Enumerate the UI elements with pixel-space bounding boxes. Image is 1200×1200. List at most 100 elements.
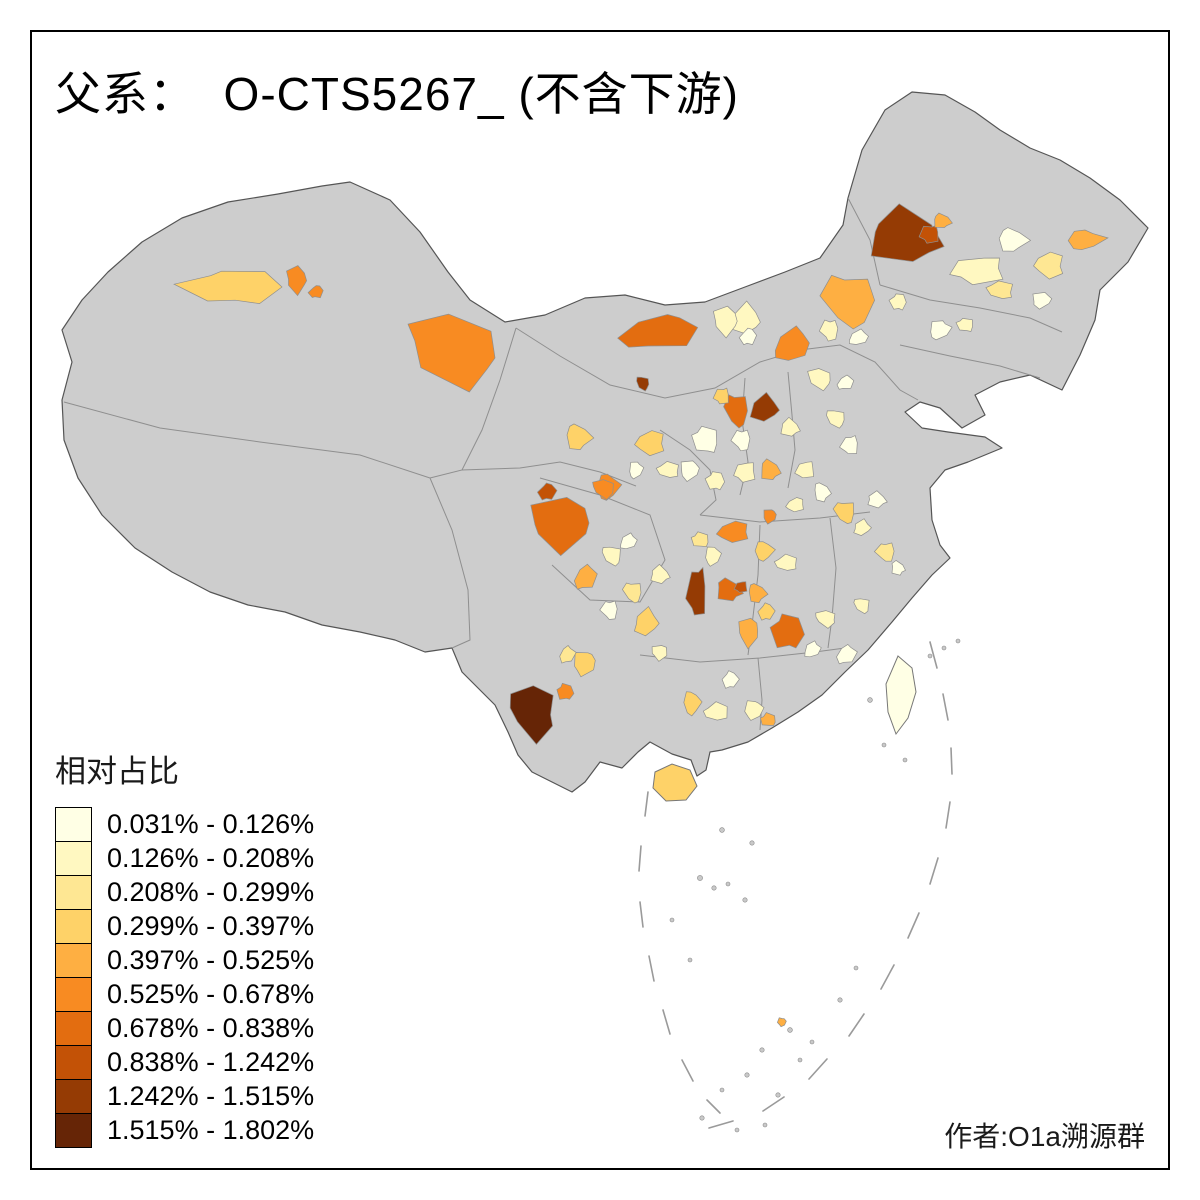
prefecture-region xyxy=(629,461,645,480)
prefecture-region xyxy=(1067,229,1109,251)
prefecture-region xyxy=(530,497,590,557)
prefecture-region xyxy=(776,1017,787,1028)
prefecture-region xyxy=(849,328,869,345)
legend-row: 0.208% - 0.299% xyxy=(55,875,314,910)
prefecture-region xyxy=(819,274,875,330)
colored-island-prefectures xyxy=(776,1017,787,1028)
legend: 相对占比 0.031% - 0.126% 0.126% - 0.208% 0.208… xyxy=(55,746,314,1148)
nine-dash-line xyxy=(638,641,953,1129)
legend-title: 相对占比 xyxy=(55,754,179,789)
legend-swatch xyxy=(55,1113,92,1148)
legend-swatch xyxy=(55,1011,92,1046)
legend-row: 0.397% - 0.525% xyxy=(55,943,314,978)
prefecture-region xyxy=(836,374,855,390)
prefecture-region xyxy=(730,429,751,452)
prefecture-region xyxy=(814,482,832,503)
prefecture-region xyxy=(599,600,618,620)
legend-label: 0.397% - 0.525% xyxy=(107,945,315,975)
prefecture-region xyxy=(634,430,665,457)
prefecture-region xyxy=(839,435,858,454)
prefecture-region xyxy=(774,325,810,361)
prefecture-region xyxy=(536,482,558,501)
prefecture-region xyxy=(763,509,777,525)
prefecture-region xyxy=(407,313,496,393)
prefecture-region xyxy=(620,532,638,550)
author-credit: 作者:O1a溯源群 xyxy=(944,1121,1145,1152)
prefecture-region xyxy=(559,645,577,664)
prefecture-region xyxy=(723,394,748,429)
prefecture-region xyxy=(748,583,769,604)
prefecture-region xyxy=(955,318,973,332)
prefecture-region xyxy=(773,553,797,571)
prefecture-region xyxy=(617,314,699,348)
prefecture-region xyxy=(794,461,814,479)
legend-row: 0.678% - 0.838% xyxy=(55,1011,314,1046)
prefecture-region xyxy=(757,602,776,621)
prefecture-region xyxy=(867,490,888,509)
legend-swatch xyxy=(55,875,92,910)
prefecture-region xyxy=(509,685,554,745)
prefecture-region xyxy=(651,645,668,662)
prefecture-region xyxy=(601,546,621,567)
prefecture-region xyxy=(680,460,700,482)
prefecture-region xyxy=(556,682,575,700)
prefecture-region xyxy=(621,582,642,604)
prefecture-region xyxy=(636,376,650,392)
prefecture-region xyxy=(683,691,703,717)
legend-label: 0.126% - 0.208% xyxy=(107,843,315,873)
prefecture-region xyxy=(804,640,822,658)
prefecture-region xyxy=(891,559,906,576)
legend-rows: 0.031% - 0.126% 0.126% - 0.208% 0.208% - 0… xyxy=(55,807,314,1148)
prefecture-region xyxy=(780,416,801,437)
legend-row: 1.242% - 1.515% xyxy=(55,1079,314,1114)
legend-swatch xyxy=(55,1079,92,1114)
prefecture-region xyxy=(760,712,776,726)
prefecture-region xyxy=(691,425,718,453)
prefecture-region xyxy=(744,700,765,721)
legend-swatch xyxy=(55,943,92,978)
legend-row: 0.525% - 0.678% xyxy=(55,977,314,1012)
prefecture-region xyxy=(1032,292,1053,310)
prefecture-region xyxy=(818,319,839,342)
legend-row: 1.515% - 1.802% xyxy=(55,1113,314,1148)
prefecture-region xyxy=(815,610,836,629)
prefecture-region xyxy=(785,497,804,513)
legend-row: 0.031% - 0.126% xyxy=(55,807,314,842)
taiwan-island xyxy=(885,655,917,736)
south-china-sea-islands xyxy=(669,638,961,1133)
legend-swatch xyxy=(55,1045,92,1080)
prefecture-region xyxy=(307,285,324,299)
prefecture-region xyxy=(717,577,744,602)
prefecture-region xyxy=(573,563,598,590)
prefecture-region xyxy=(873,542,895,562)
prefecture-region xyxy=(566,423,595,450)
legend-swatch xyxy=(55,841,92,876)
prefecture-region xyxy=(712,305,738,339)
hainan-island xyxy=(652,763,698,802)
prefecture-region xyxy=(934,212,953,228)
legend-label: 0.678% - 0.838% xyxy=(107,1013,315,1043)
prefecture-region xyxy=(930,320,953,341)
prefecture-region xyxy=(870,203,945,262)
prefecture-region xyxy=(754,541,776,562)
prefecture-region xyxy=(721,670,740,689)
map-title: 父系： O-CTS5267_ (不含下游) xyxy=(55,68,739,120)
prefecture-region xyxy=(769,613,805,649)
prefecture-region xyxy=(738,327,758,346)
china-mainland-outline xyxy=(61,91,1149,793)
prefecture-region xyxy=(832,502,855,524)
prefecture-region xyxy=(173,270,283,304)
prefecture-region xyxy=(949,257,1004,286)
prefecture-region xyxy=(690,531,709,548)
prefecture-region xyxy=(738,617,759,650)
legend-label: 1.515% - 1.802% xyxy=(107,1115,315,1145)
colored-prefectures xyxy=(173,203,1109,745)
legend-label: 0.299% - 0.397% xyxy=(107,911,315,941)
legend-row: 0.838% - 1.242% xyxy=(55,1045,314,1080)
prefecture-region xyxy=(655,461,679,478)
prefecture-region xyxy=(704,471,725,491)
legend-swatch xyxy=(55,977,92,1012)
prefecture-region xyxy=(985,280,1014,299)
